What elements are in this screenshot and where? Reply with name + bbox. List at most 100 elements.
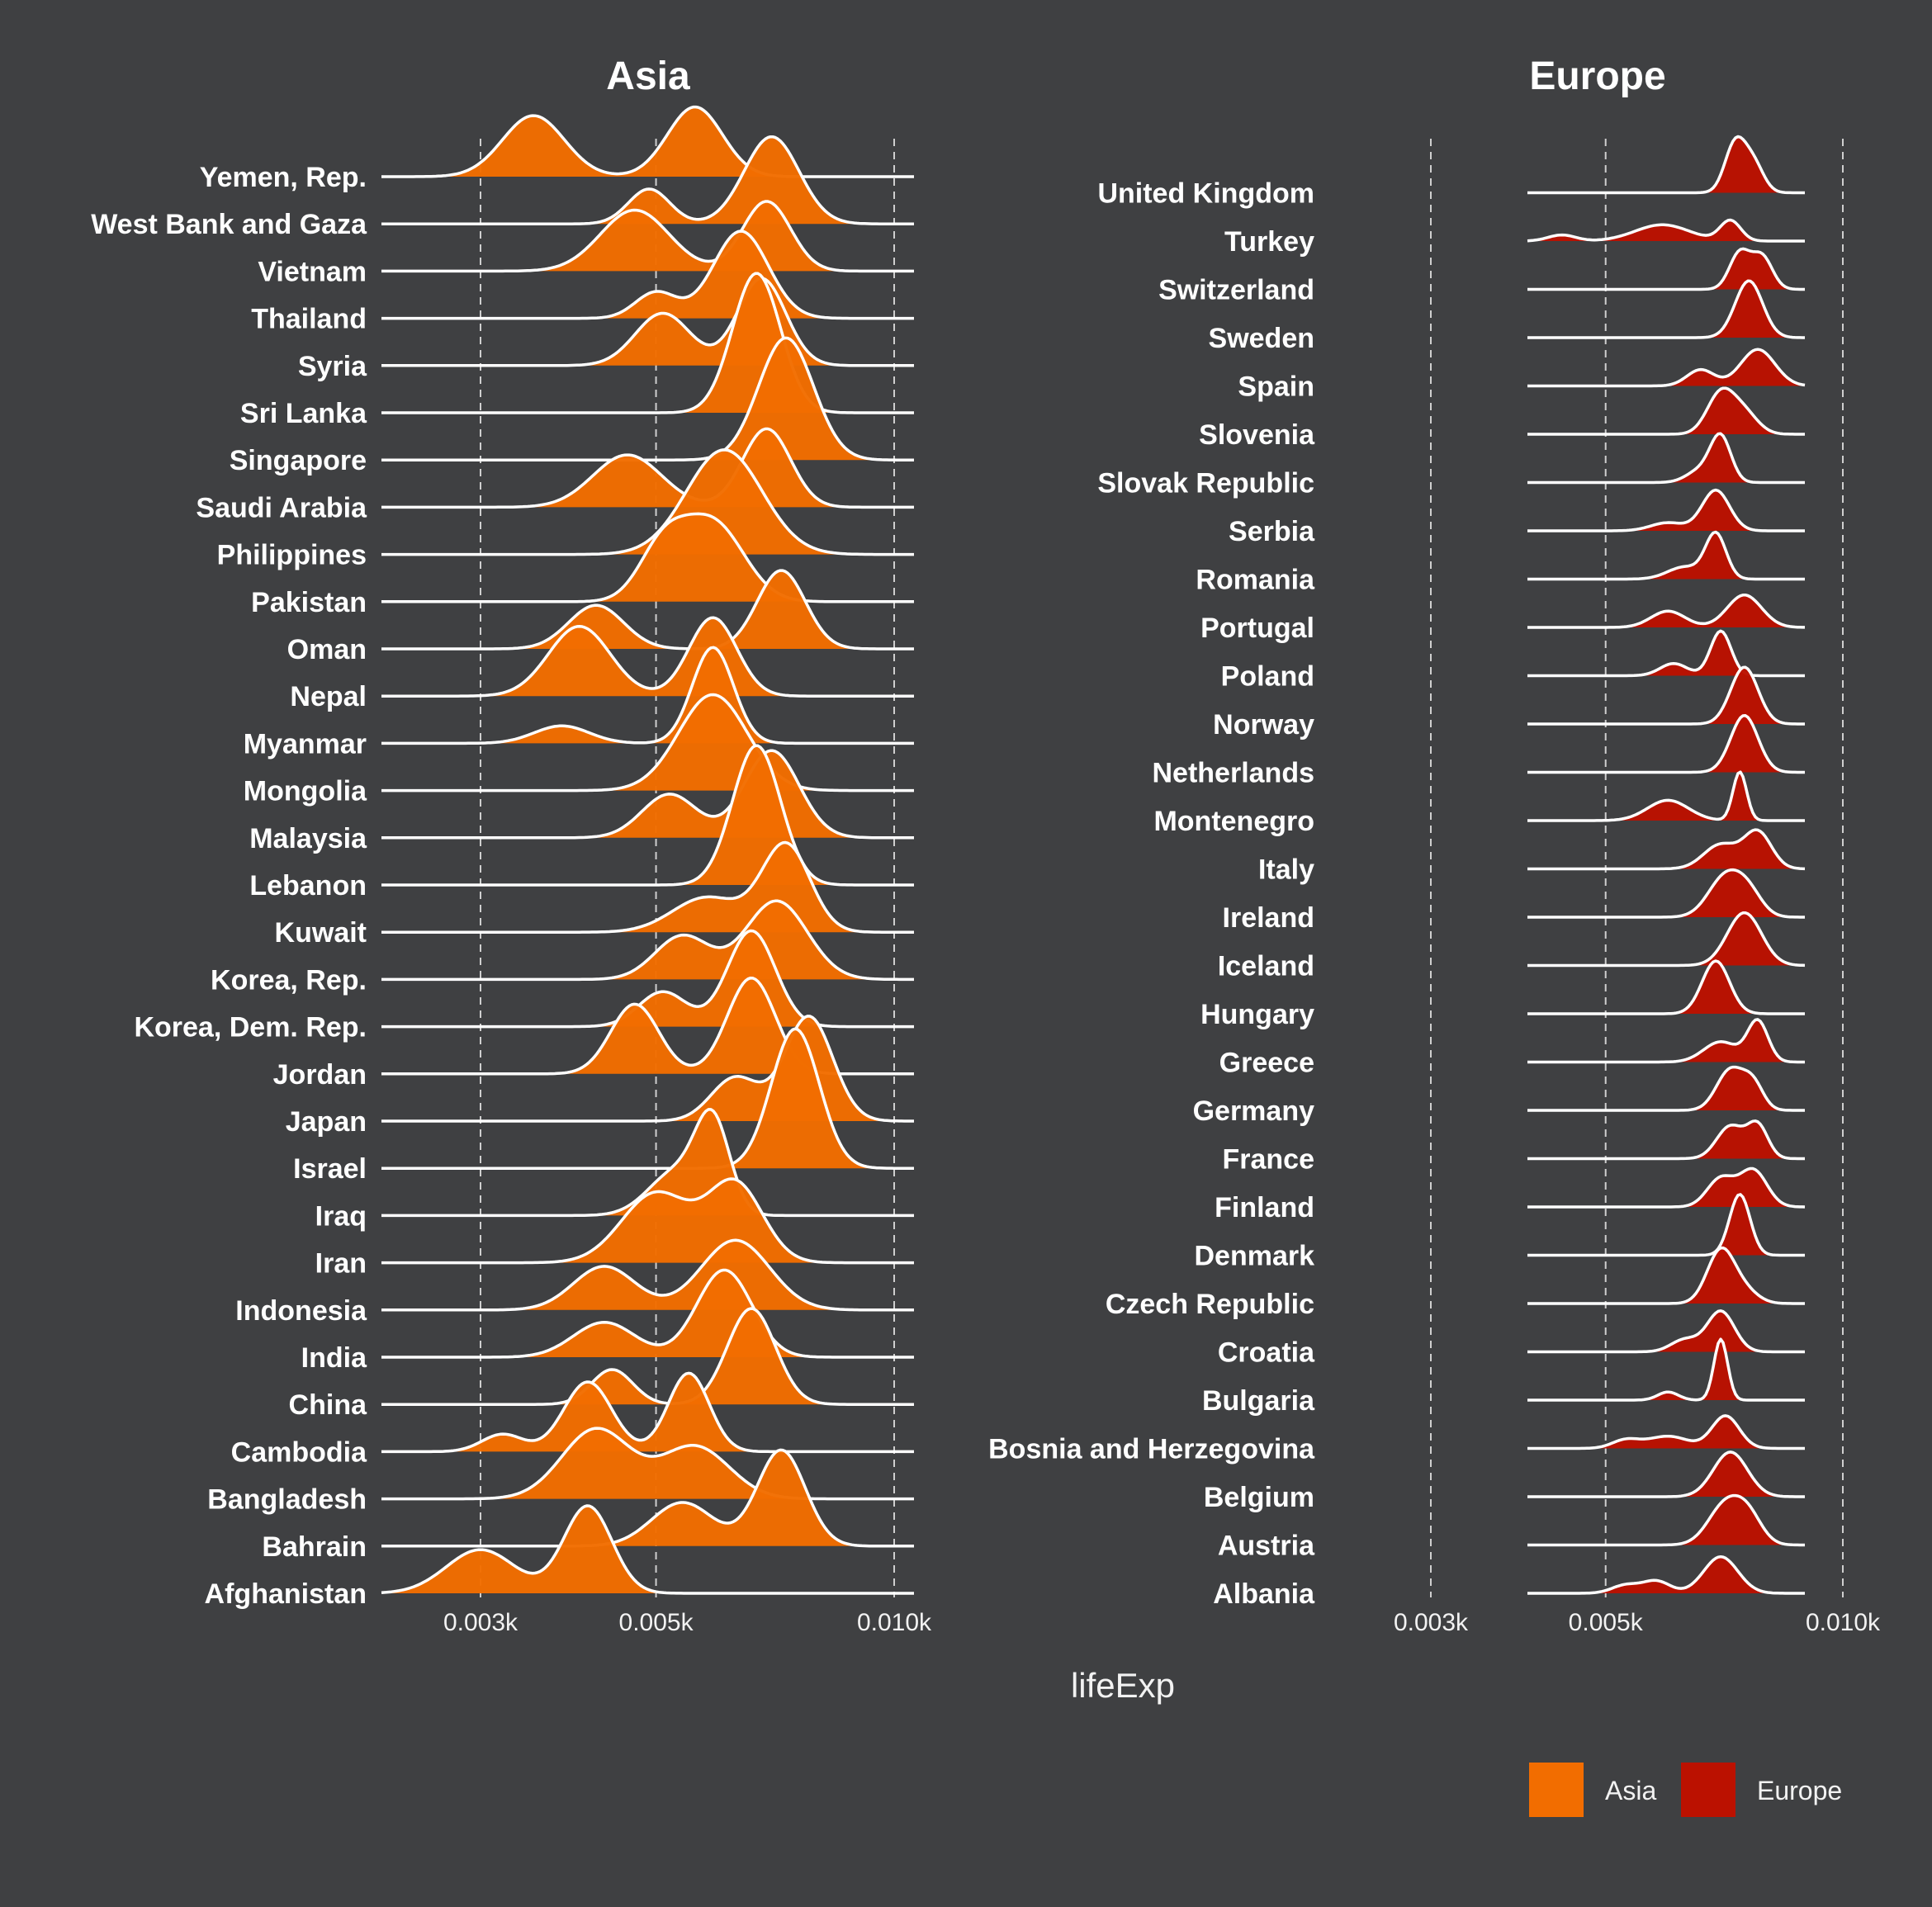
density-line — [381, 105, 914, 178]
row-label: Indonesia — [235, 1295, 367, 1327]
density-area — [381, 449, 915, 555]
density-area — [1527, 349, 1805, 386]
density-line — [381, 1027, 914, 1170]
row-label: Lebanon — [249, 870, 367, 901]
row-label: Belgium — [1204, 1482, 1314, 1513]
x-axis-title: lifeExp — [1071, 1666, 1175, 1705]
density-line — [381, 616, 914, 698]
density-area — [381, 1506, 915, 1593]
density-line — [1527, 714, 1805, 774]
row-label: Cambodia — [231, 1436, 367, 1468]
row-label: Austria — [1218, 1531, 1315, 1562]
row-label: Hungary — [1200, 999, 1314, 1030]
density-line — [381, 749, 914, 840]
density-line — [381, 1427, 914, 1501]
density-area — [381, 1029, 915, 1169]
row-label: Vietnam — [258, 256, 367, 287]
row-label: United Kingdom — [1097, 178, 1314, 210]
row-label: Croatia — [1218, 1337, 1315, 1369]
density-area — [381, 106, 915, 177]
row-label: Mongolia — [244, 776, 367, 807]
row-label: Malaysia — [249, 823, 367, 854]
row-label: Sweden — [1209, 323, 1314, 354]
row-label: Finland — [1215, 1192, 1314, 1223]
density-line — [1527, 530, 1805, 581]
density-line — [381, 200, 914, 273]
row-label: Poland — [1221, 661, 1314, 693]
density-area — [381, 338, 915, 461]
density-line — [381, 929, 914, 1029]
row-label: Bangladesh — [207, 1484, 367, 1516]
legend-label: Asia — [1605, 1776, 1656, 1805]
density-line — [381, 744, 914, 887]
density-line — [1527, 432, 1805, 485]
row-label: Syria — [298, 351, 367, 382]
density-area — [381, 428, 915, 508]
density-line — [381, 1268, 914, 1359]
row-label: Denmark — [1194, 1241, 1314, 1272]
x-tick-label: 0.005k — [619, 1609, 694, 1636]
row-label: Thailand — [251, 304, 367, 335]
x-tick-label: 0.005k — [1569, 1609, 1644, 1636]
density-line — [1527, 1018, 1805, 1064]
density-line — [1527, 1119, 1805, 1161]
row-label: Bahrain — [262, 1531, 367, 1563]
density-area — [381, 136, 915, 225]
row-label: Portugal — [1200, 613, 1314, 644]
row-label: Sri Lanka — [240, 398, 367, 429]
density-line — [1527, 279, 1805, 339]
row-label: Nepal — [290, 681, 367, 712]
row-label: India — [301, 1342, 367, 1374]
density-line — [381, 1371, 914, 1454]
density-area — [381, 1179, 915, 1263]
density-area — [1527, 1310, 1805, 1352]
density-area — [1527, 136, 1805, 193]
density-line — [381, 840, 914, 934]
density-line — [1527, 593, 1805, 629]
density-line — [381, 1015, 914, 1123]
row-label: Turkey — [1224, 226, 1314, 258]
density-line — [1527, 247, 1805, 291]
density-line — [381, 135, 914, 225]
density-area — [1527, 1495, 1805, 1545]
row-label: Oman — [287, 634, 367, 665]
density-line — [381, 448, 914, 556]
density-area — [381, 570, 915, 649]
legend-swatch — [1529, 1763, 1584, 1817]
row-label: West Bank and Gaza — [91, 209, 367, 240]
x-tick-label: 0.010k — [857, 1609, 932, 1636]
density-line — [381, 512, 914, 603]
density-line — [1527, 629, 1805, 678]
row-label: Slovenia — [1199, 419, 1315, 451]
density-area — [381, 1450, 915, 1546]
density-line — [1527, 1337, 1805, 1402]
density-area — [1527, 1120, 1805, 1159]
row-label: Jordan — [273, 1059, 367, 1091]
density-line — [1527, 386, 1805, 436]
legend: Asia Europe — [1529, 1763, 1842, 1817]
density-line — [381, 1238, 914, 1312]
row-label: Albania — [1213, 1578, 1315, 1610]
row-label: Iceland — [1218, 951, 1314, 982]
density-line — [381, 1307, 914, 1406]
row-label: Philippines — [217, 540, 367, 571]
row-label: Switzerland — [1158, 275, 1314, 306]
row-label: Romania — [1196, 565, 1315, 596]
density-area — [1527, 248, 1805, 290]
row-label: Bosnia and Herzegovina — [988, 1434, 1315, 1465]
density-line — [1527, 1065, 1805, 1112]
density-line — [1527, 135, 1805, 195]
x-tick-label: 0.010k — [1806, 1609, 1881, 1636]
density-line — [381, 272, 914, 414]
density-line — [381, 336, 914, 461]
density-area — [1527, 1194, 1805, 1256]
density-line — [381, 569, 914, 651]
density-area — [381, 513, 915, 602]
density-area — [1527, 631, 1805, 676]
density-area — [1527, 869, 1805, 917]
density-area — [381, 1308, 915, 1405]
panel-title: Asia — [606, 54, 690, 98]
density-line — [381, 1177, 914, 1265]
density-area — [1527, 433, 1805, 483]
